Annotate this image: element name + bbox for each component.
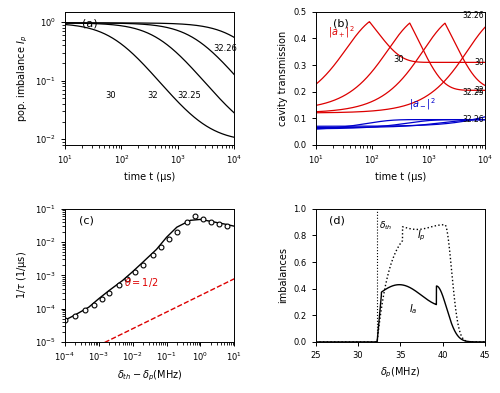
Text: $\delta_{th}$: $\delta_{th}$ <box>379 219 392 232</box>
X-axis label: $\delta_p$(MHz): $\delta_p$(MHz) <box>380 365 420 380</box>
Text: $|a_-|^2$: $|a_-|^2$ <box>409 96 436 112</box>
X-axis label: time t (μs): time t (μs) <box>374 172 426 182</box>
Text: 30: 30 <box>106 91 116 100</box>
Text: $I_a$: $I_a$ <box>408 303 418 316</box>
Text: 32: 32 <box>475 86 484 95</box>
Y-axis label: pop. imbalance $I_p$: pop. imbalance $I_p$ <box>15 35 30 122</box>
Y-axis label: imbalances: imbalances <box>278 247 288 303</box>
Text: 32.25: 32.25 <box>178 91 202 100</box>
Text: 30: 30 <box>394 55 404 64</box>
Text: (c): (c) <box>78 215 94 226</box>
Text: (b): (b) <box>332 18 348 28</box>
Text: $I_p$: $I_p$ <box>417 228 426 243</box>
Y-axis label: cavity transmission: cavity transmission <box>278 31 288 126</box>
Text: 32.26: 32.26 <box>463 115 484 124</box>
Text: 32.26: 32.26 <box>214 44 238 53</box>
Text: $\theta = 1/2$: $\theta = 1/2$ <box>124 276 158 289</box>
Text: 32.25: 32.25 <box>463 88 484 97</box>
Text: $|a_+|^2$: $|a_+|^2$ <box>328 24 354 40</box>
X-axis label: time t (μs): time t (μs) <box>124 172 176 182</box>
Text: (d): (d) <box>329 215 345 226</box>
X-axis label: $\delta_{th} - \delta_p$(MHz): $\delta_{th} - \delta_p$(MHz) <box>117 369 182 383</box>
Text: 32: 32 <box>147 91 158 100</box>
Text: (a): (a) <box>82 18 98 28</box>
Text: 32.26: 32.26 <box>463 11 484 20</box>
Text: 30: 30 <box>475 58 484 67</box>
Y-axis label: $1/\tau$ (1/μs): $1/\tau$ (1/μs) <box>16 252 30 299</box>
